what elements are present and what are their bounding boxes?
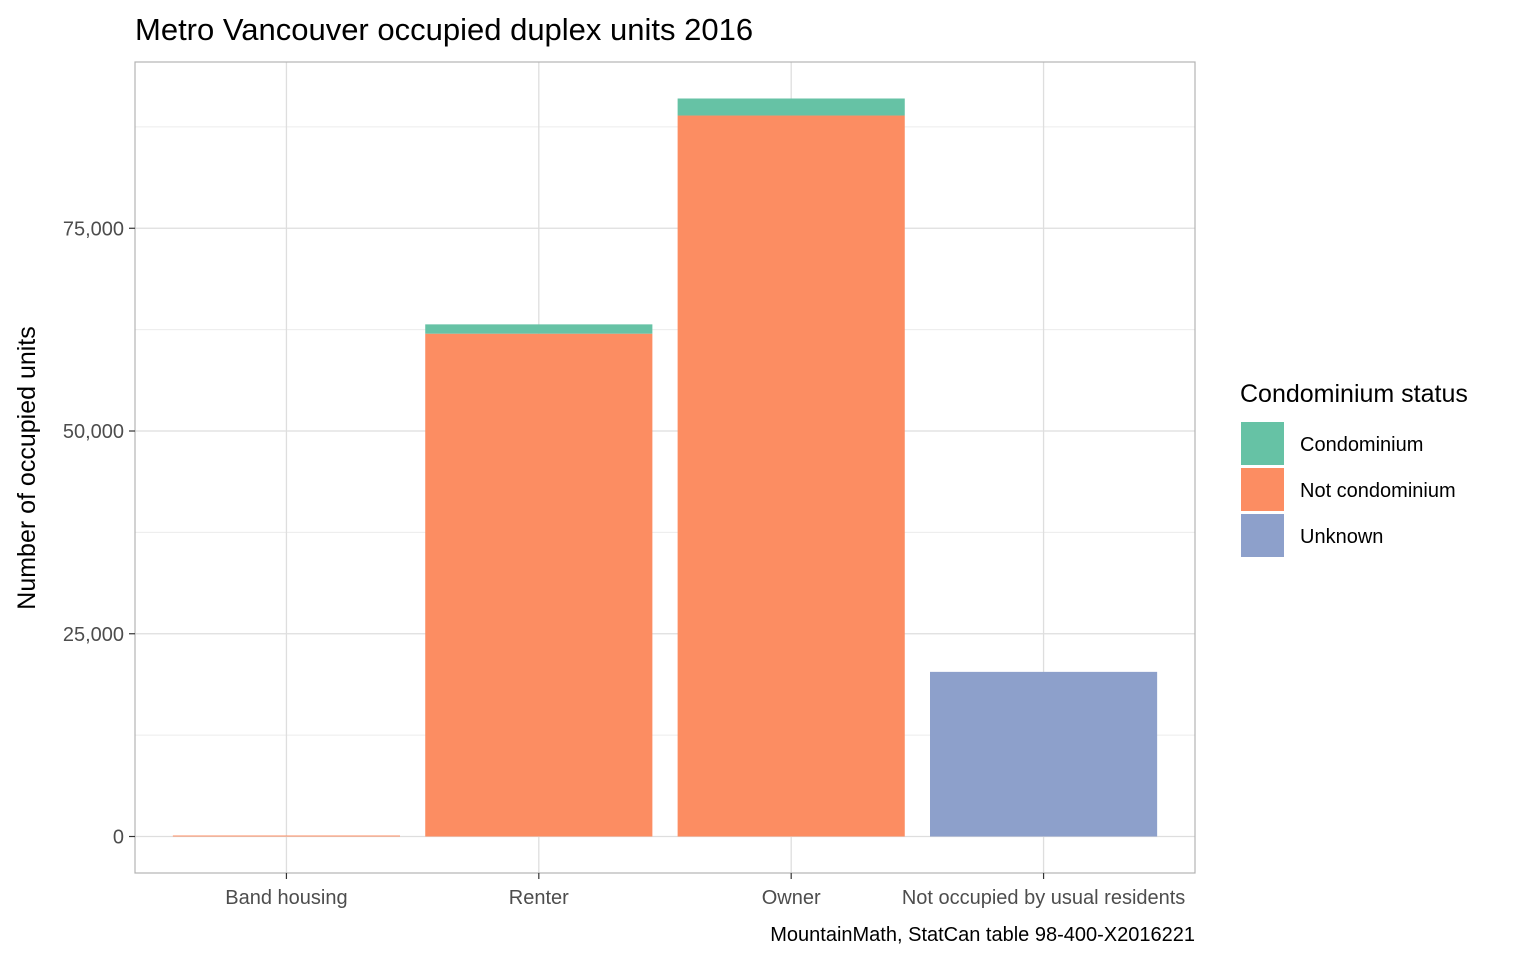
legend-key xyxy=(1241,514,1284,557)
legend: Condominium status Condominium Not condom… xyxy=(1240,380,1468,557)
x-tick-label: Renter xyxy=(509,887,569,909)
x-axis: Band housing Renter Owner Not occupied by u… xyxy=(225,873,1185,909)
y-tick-label: 25,000 xyxy=(63,624,124,646)
bar xyxy=(930,671,1158,837)
bar xyxy=(172,835,400,837)
legend-key xyxy=(1241,468,1284,511)
legend-title: Condominium status xyxy=(1240,380,1468,408)
chart-caption: MountainMath, StatCan table 98-400-X2016… xyxy=(770,924,1195,946)
y-tick-label: 50,000 xyxy=(63,421,124,443)
bars xyxy=(172,98,1158,837)
y-axis-title: Number of occupied units xyxy=(13,326,41,609)
x-tick-label: Owner xyxy=(762,887,821,909)
legend-label: Unknown xyxy=(1300,526,1383,548)
legend-label: Condominium xyxy=(1300,434,1423,456)
legend-key xyxy=(1241,422,1284,465)
plot-panel xyxy=(134,61,1196,874)
bar xyxy=(677,98,905,116)
bar xyxy=(677,115,905,837)
x-tick-label: Not occupied by usual residents xyxy=(902,887,1186,909)
bar xyxy=(425,324,653,334)
y-axis: 0 25,000 50,000 75,000 xyxy=(63,218,135,849)
chart-title: Metro Vancouver occupied duplex units 20… xyxy=(135,12,753,47)
bar xyxy=(425,333,653,837)
y-tick-label: 75,000 xyxy=(63,218,124,240)
x-tick-label: Band housing xyxy=(225,887,347,909)
y-tick-label: 0 xyxy=(113,827,124,849)
legend-label: Not condominium xyxy=(1300,480,1456,502)
plot-border xyxy=(134,61,1196,874)
